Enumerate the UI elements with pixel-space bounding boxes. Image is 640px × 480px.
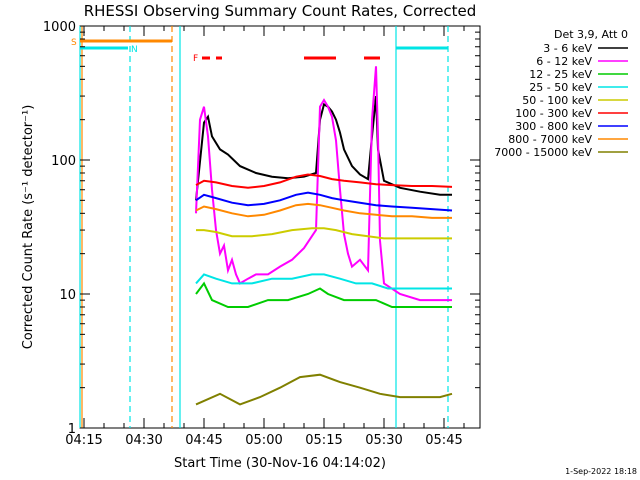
y-tick-label: 1 [68,422,76,437]
axes: 04:15 04:30 04:45 05:00 05:15 05:30 05:45 1 10 10… [43,20,480,448]
legend-label: 50 - 100 keV [522,94,592,107]
y-axis-label: Corrected Count Rate (s⁻¹ detector⁻¹) [21,105,36,350]
legend-label: 6 - 12 keV [536,55,592,68]
x-tick-label: 05:00 [245,433,282,448]
series-line [196,227,452,240]
x-tick-label: 05:30 [365,433,402,448]
x-axis-label: Start Time (30-Nov-16 04:14:02) [174,456,386,471]
legend-label: 25 - 50 keV [529,81,592,94]
legend-label: 300 - 800 keV [515,120,592,133]
chart-title: RHESSI Observing Summary Count Rates, Co… [84,2,477,20]
legend-label: 7000 - 15000 keV [494,146,592,159]
bar-label: S [71,38,77,48]
legend-label: 800 - 7000 keV [508,133,592,146]
legend-label: 100 - 300 keV [515,107,592,120]
bar-label: F [193,54,198,64]
series-line [195,66,452,302]
series-line [195,273,452,290]
status-overlays: S N F [71,26,449,428]
y-tick-label: 100 [51,154,76,169]
x-tick-label: 05:15 [305,433,342,448]
plot-frame [79,25,481,429]
y-tick-label: 1000 [43,20,76,35]
series-line [195,173,453,189]
legend-label: 12 - 25 keV [529,68,592,81]
series-layer [195,66,453,406]
bar-label: N [131,45,138,55]
series-line [195,281,452,308]
x-tick-label: 04:45 [185,433,222,448]
series-line [195,373,453,406]
x-tick-label: 04:30 [125,433,162,448]
legend-label: 3 - 6 keV [543,42,592,55]
series-line [195,96,452,201]
y-tick-label: 10 [59,288,76,303]
legend-title: Det 3,9, Att 0 [554,28,628,41]
footer-date: 1-Sep-2022 18:18 [565,467,637,476]
series-line [195,202,452,219]
x-tick-label: 05:45 [425,433,462,448]
series-line [195,191,453,212]
x-tick-label: 04:15 [65,433,102,448]
